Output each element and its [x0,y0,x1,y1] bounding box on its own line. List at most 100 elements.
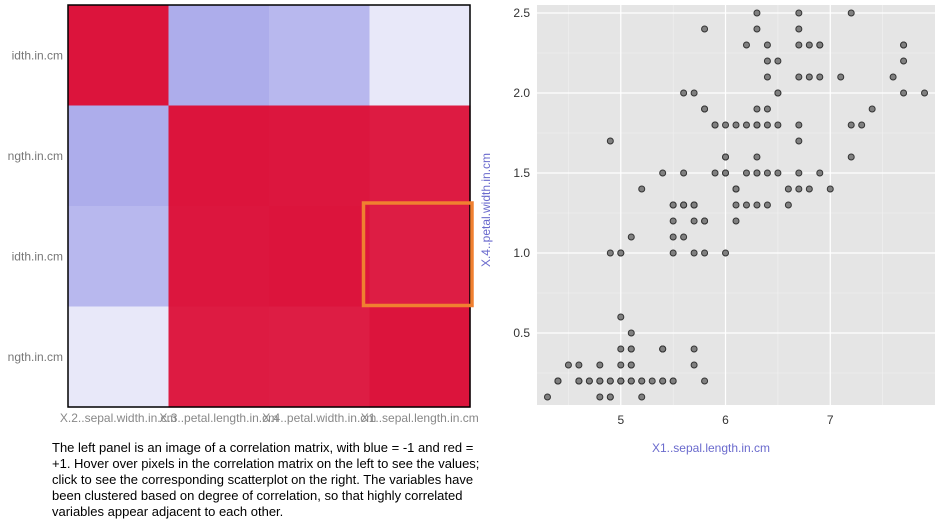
scatter-point [564,361,572,369]
scatter-point [617,377,625,385]
scatter-point [763,169,771,177]
scatter-point [680,233,688,241]
scatter-point [680,89,688,97]
scatter-point [585,377,593,385]
scatter-point [795,41,803,49]
scatter-point [722,153,730,161]
scatter-point [701,249,709,257]
x-tick-label: 7 [827,413,834,427]
x-tick-label: 5 [617,413,624,427]
scatter-point [763,105,771,113]
scatter-point [606,377,614,385]
heatmap-cell[interactable]: X1..sepal.length.in.cm / X.2..sepal.widt… [68,306,170,408]
heatmap-cell[interactable]: X.4..petal.width.in.cm / X.4..petal.widt… [269,206,371,308]
correlation-heatmap[interactable]: X.2..sepal.width.in.cm / X.2..sepal.widt… [0,0,480,430]
heatmap-row-label: ngth.in.cm [8,350,63,364]
scatter-point [795,137,803,145]
scatter-point [795,9,803,17]
scatter-point [805,185,813,193]
heatmap-border [67,4,471,408]
heatmap-cell[interactable]: X.4..petal.width.in.cm / X.2..sepal.widt… [68,206,170,308]
heatmap-cell[interactable]: X.2..sepal.width.in.cm / X1..sepal.lengt… [369,5,471,107]
scatter-point [805,73,813,81]
scatter-point [627,345,635,353]
scatter-point [596,377,604,385]
scatter-point [784,201,792,209]
heatmap-cell[interactable]: X.3..petal.length.in.cm / X1..sepal.leng… [369,105,471,207]
scatter-point [753,201,761,209]
scatter-point [669,201,677,209]
scatter-point [606,137,614,145]
heatmap-cell[interactable]: X.2..sepal.width.in.cm / X.3..petal.leng… [168,5,270,107]
scatter-point [680,201,688,209]
scatter-point [638,393,646,401]
scatter-point [690,345,698,353]
heatmap-cell[interactable]: X.4..petal.width.in.cm / X.3..petal.leng… [168,206,270,308]
scatter-point [701,25,709,33]
scatter-point [701,377,709,385]
heatmap-cell[interactable]: X1..sepal.length.in.cm / X1..sepal.lengt… [369,306,471,408]
heatmap-cell[interactable]: X.3..petal.length.in.cm / X.2..sepal.wid… [68,105,170,207]
scatter-point [816,41,824,49]
scatter-point [701,217,709,225]
scatter-point [868,105,876,113]
scatter-point [795,169,803,177]
scatter-point [805,41,813,49]
scatter-point [732,121,740,129]
scatter-point [858,121,866,129]
scatter-point [847,121,855,129]
scatter-point [774,169,782,177]
scatter-point [627,377,635,385]
heatmap-col-label: X1..sepal.length.in.cm [361,411,479,425]
scatter-point [816,169,824,177]
scatter-point [795,121,803,129]
scatter-point [638,377,646,385]
scatter-point [690,361,698,369]
scatter-point [669,233,677,241]
heatmap-cell[interactable]: X.3..petal.length.in.cm / X.4..petal.wid… [269,105,371,207]
scatterplot: 5 6 7 0.5 1.0 1.5 2.0 2.5 X1..sepal.length.in.cm… [479,5,935,455]
scatter-point [680,169,688,177]
y-tick-label: 2.0 [513,86,530,100]
scatter-point [711,169,719,177]
heatmap-cell[interactable]: X.2..sepal.width.in.cm / X.4..petal.widt… [269,5,371,107]
heatmap-row-label: ngth.in.cm [8,149,63,163]
heatmap-cell[interactable]: X.4..petal.width.in.cm / X1..sepal.lengt… [369,206,471,308]
scatter-point [722,249,730,257]
description-caption: The left panel is an image of a correlat… [52,440,480,519]
scatter-point [659,169,667,177]
scatter-point [742,121,750,129]
scatter-point [701,105,709,113]
scatter-point [847,153,855,161]
scatter-point [638,185,646,193]
heatmap-cell[interactable]: X.2..sepal.width.in.cm / X.2..sepal.widt… [68,5,170,107]
scatter-point [669,249,677,257]
scatter-point [921,89,929,97]
scatterplot-panel: 5 6 7 0.5 1.0 1.5 2.0 2.5 X1..sepal.length.in.cm… [478,0,940,470]
heatmap-cell[interactable]: X.3..petal.length.in.cm / X.3..petal.len… [168,105,270,207]
y-tick-label: 1.5 [513,166,530,180]
scatter-point [900,57,908,65]
scatter-point [774,89,782,97]
scatter-point [690,201,698,209]
correlation-heatmap-panel: X.2..sepal.width.in.cm / X.2..sepal.widt… [0,0,480,430]
scatter-point [575,377,583,385]
scatter-point [575,361,583,369]
scatter-point [617,345,625,353]
y-tick-label: 1.0 [513,246,530,260]
scatter-point [774,57,782,65]
scatter-point [763,121,771,129]
x-axis-title: X1..sepal.length.in.cm [652,441,770,455]
scatter-point [648,377,656,385]
scatter-point [742,41,750,49]
scatter-point [711,121,719,129]
scatter-point [617,249,625,257]
heatmap-cell[interactable]: X1..sepal.length.in.cm / X.3..petal.leng… [168,306,270,408]
scatter-point [763,41,771,49]
heatmap-row-label: idth.in.cm [12,249,63,263]
scatter-point [669,217,677,225]
heatmap-col-label: X.4..petal.width.in.cm [262,411,376,425]
scatter-point [753,169,761,177]
scatter-point [784,185,792,193]
heatmap-cell[interactable]: X1..sepal.length.in.cm / X.4..petal.widt… [269,306,371,408]
